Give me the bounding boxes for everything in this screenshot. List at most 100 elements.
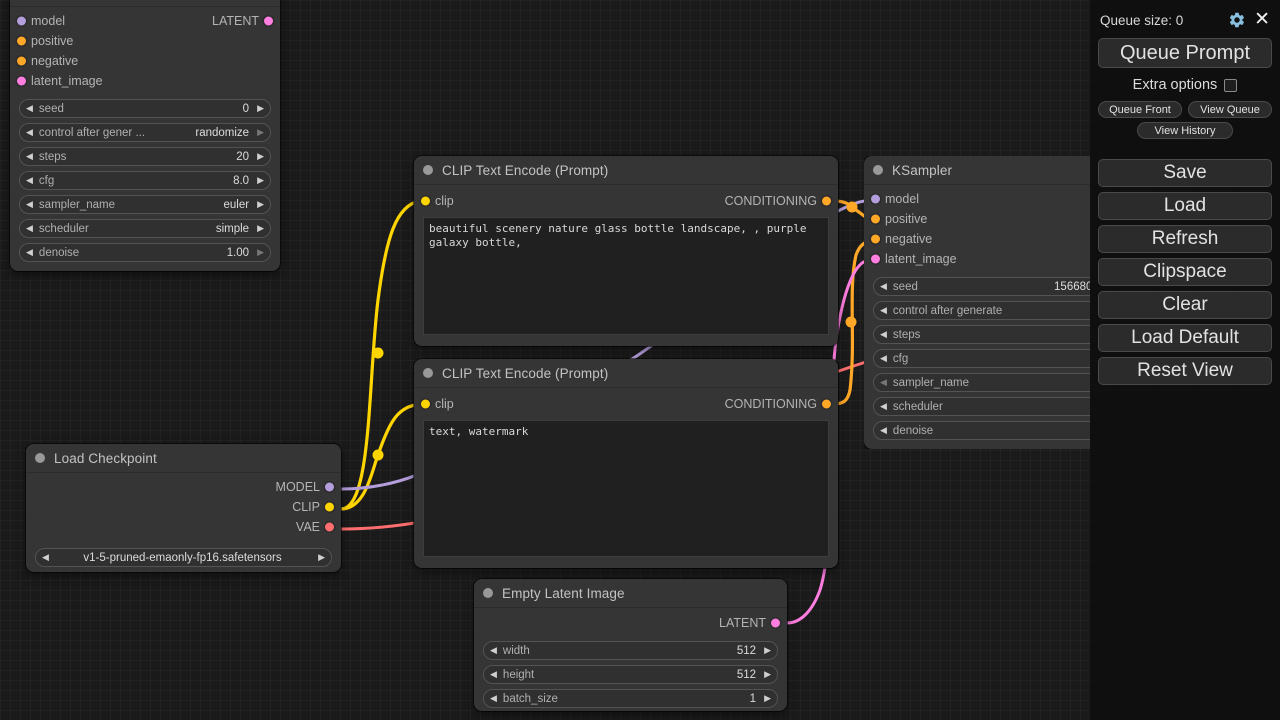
widget-ckpt-name[interactable]: ◀ v1-5-pruned-emaonly-fp16.safetensors ▶ [35, 548, 332, 567]
node-ksampler-left[interactable]: KSampler model LATENT positive negative … [10, 0, 280, 271]
decrement-arrow-icon[interactable]: ◀ [880, 329, 887, 339]
decrement-arrow-icon[interactable]: ◀ [26, 223, 33, 233]
widget-height[interactable]: ◀ height 512 ▶ [483, 665, 778, 684]
decrement-arrow-icon[interactable]: ◀ [490, 693, 497, 703]
clipspace-button[interactable]: Clipspace [1098, 258, 1272, 286]
port-negative-input[interactable] [871, 234, 880, 244]
port-latent-image-input[interactable] [17, 76, 26, 86]
port-clip-output[interactable] [325, 502, 334, 512]
decrement-arrow-icon[interactable]: ◀ [26, 151, 33, 161]
node-empty-latent-image[interactable]: Empty Latent Image LATENT ◀ width 512 ▶ … [474, 579, 787, 711]
widget-sampler-name[interactable]: ◀ sampler_name euler ▶ [19, 195, 271, 214]
save-button[interactable]: Save [1098, 159, 1272, 187]
port-conditioning-output[interactable] [822, 196, 831, 206]
widget-sampler-name[interactable]: ◀ sampler_name [873, 373, 1090, 392]
decrement-arrow-icon[interactable]: ◀ [490, 669, 497, 679]
node-clip-text-encode-negative[interactable]: CLIP Text Encode (Prompt) clip CONDITION… [414, 359, 838, 568]
widget-batch-size[interactable]: ◀ batch_size 1 ▶ [483, 689, 778, 708]
widget-denoise[interactable]: ◀ denoise 1.00 ▶ [19, 243, 271, 262]
widget-steps[interactable]: ◀ steps 20 ▶ [19, 147, 271, 166]
port-negative-input[interactable] [17, 56, 26, 66]
port-vae-output[interactable] [325, 522, 334, 532]
port-latent-output[interactable] [771, 618, 780, 628]
port-clip-input[interactable] [421, 196, 430, 206]
extra-options-checkbox[interactable] [1224, 78, 1238, 92]
widget-value[interactable]: 8.0 [233, 174, 250, 187]
slot-positive[interactable]: positive [10, 31, 280, 51]
widget-value[interactable]: 0 [242, 102, 250, 115]
prompt-textarea[interactable]: beautiful scenery nature glass bottle la… [423, 217, 829, 335]
widget-value[interactable]: randomize [195, 126, 250, 139]
queue-prompt-button[interactable]: Queue Prompt [1098, 38, 1272, 68]
widget-seed[interactable]: ◀ seed 1566802087 [873, 277, 1118, 296]
queue-front-button[interactable]: Queue Front [1098, 101, 1182, 118]
node-header[interactable]: CLIP Text Encode (Prompt) [414, 156, 838, 185]
decrement-arrow-icon[interactable]: ◀ [880, 281, 887, 291]
widget-scheduler[interactable]: ◀ scheduler [873, 397, 1090, 416]
widget-seed[interactable]: ◀ seed 0 ▶ [19, 99, 271, 118]
port-latent-output[interactable] [264, 16, 273, 26]
decrement-arrow-icon[interactable]: ◀ [880, 353, 887, 363]
port-model-input[interactable] [17, 16, 26, 26]
decrement-arrow-icon[interactable]: ◀ [26, 175, 33, 185]
increment-arrow-icon[interactable]: ▶ [257, 175, 264, 185]
widget-steps[interactable]: ◀ steps [873, 325, 1090, 344]
increment-arrow-icon[interactable]: ▶ [764, 645, 771, 655]
widget-value[interactable]: v1-5-pruned-emaonly-fp16.safetensors [83, 551, 282, 564]
widget-control-after-generate[interactable]: ◀ control after gener ... randomize ▶ [19, 123, 271, 142]
close-icon[interactable]: ✕ [1254, 9, 1270, 30]
increment-arrow-icon[interactable]: ▶ [257, 223, 264, 233]
node-header[interactable]: KSampler [864, 156, 1090, 185]
node-header[interactable]: Empty Latent Image [474, 579, 787, 608]
prompt-textarea[interactable]: text, watermark [423, 420, 829, 557]
comfy-menu-panel[interactable]: Queue size: 0 ✕ Queue Prompt Extra optio… [1090, 0, 1280, 720]
decrement-arrow-icon[interactable]: ◀ [26, 127, 33, 137]
widget-value[interactable]: 1.00 [226, 246, 250, 259]
widget-value[interactable]: 1566802087 [1054, 280, 1118, 293]
load-button[interactable]: Load [1098, 192, 1272, 220]
increment-arrow-icon[interactable]: ▶ [764, 693, 771, 703]
decrement-arrow-icon[interactable]: ◀ [490, 645, 497, 655]
node-header[interactable]: Load Checkpoint [26, 444, 341, 473]
decrement-arrow-icon[interactable]: ◀ [26, 247, 33, 257]
node-header[interactable]: CLIP Text Encode (Prompt) [414, 359, 838, 388]
port-positive-input[interactable] [17, 36, 26, 46]
slot-negative[interactable]: negative [10, 51, 280, 71]
port-model-output[interactable] [325, 482, 334, 492]
collapse-dot-icon[interactable] [35, 453, 45, 463]
increment-arrow-icon[interactable]: ▶ [318, 552, 325, 562]
widget-value[interactable]: simple [215, 222, 250, 235]
slot-model[interactable]: model [864, 189, 1090, 209]
widget-value[interactable]: euler [223, 198, 250, 211]
decrement-arrow-icon[interactable]: ◀ [880, 401, 887, 411]
decrement-arrow-icon[interactable]: ◀ [880, 425, 887, 435]
collapse-dot-icon[interactable] [423, 368, 433, 378]
slot-negative[interactable]: negative [864, 229, 1090, 249]
load-default-button[interactable]: Load Default [1098, 324, 1272, 352]
slot-clip[interactable]: clip CONDITIONING [414, 392, 838, 416]
collapse-dot-icon[interactable] [873, 165, 883, 175]
port-model-input[interactable] [871, 194, 880, 204]
port-conditioning-output[interactable] [822, 399, 831, 409]
slot-latent-image[interactable]: latent_image [10, 71, 280, 91]
widget-cfg[interactable]: ◀ cfg 8.0 ▶ [19, 171, 271, 190]
refresh-button[interactable]: Refresh [1098, 225, 1272, 253]
slot-model[interactable]: model LATENT [10, 11, 280, 31]
widget-value[interactable]: 512 [736, 644, 757, 657]
collapse-dot-icon[interactable] [483, 588, 493, 598]
widget-denoise[interactable]: ◀ denoise [873, 421, 1090, 440]
slot-vae-output[interactable]: VAE [26, 517, 341, 537]
reset-view-button[interactable]: Reset View [1098, 357, 1272, 385]
node-clip-text-encode-positive[interactable]: CLIP Text Encode (Prompt) clip CONDITION… [414, 156, 838, 346]
slot-latent-output[interactable]: LATENT [474, 612, 787, 634]
collapse-dot-icon[interactable] [423, 165, 433, 175]
extra-options-row[interactable]: Extra options [1098, 77, 1272, 93]
slot-latent-image[interactable]: latent_image [864, 249, 1090, 269]
node-ksampler-right[interactable]: KSampler model positive negative latent_… [864, 156, 1118, 449]
increment-arrow-icon[interactable]: ▶ [257, 103, 264, 113]
port-clip-input[interactable] [421, 399, 430, 409]
slot-model-output[interactable]: MODEL [26, 477, 341, 497]
widget-cfg[interactable]: ◀ cfg [873, 349, 1090, 368]
port-positive-input[interactable] [871, 214, 880, 224]
view-queue-button[interactable]: View Queue [1188, 101, 1272, 118]
